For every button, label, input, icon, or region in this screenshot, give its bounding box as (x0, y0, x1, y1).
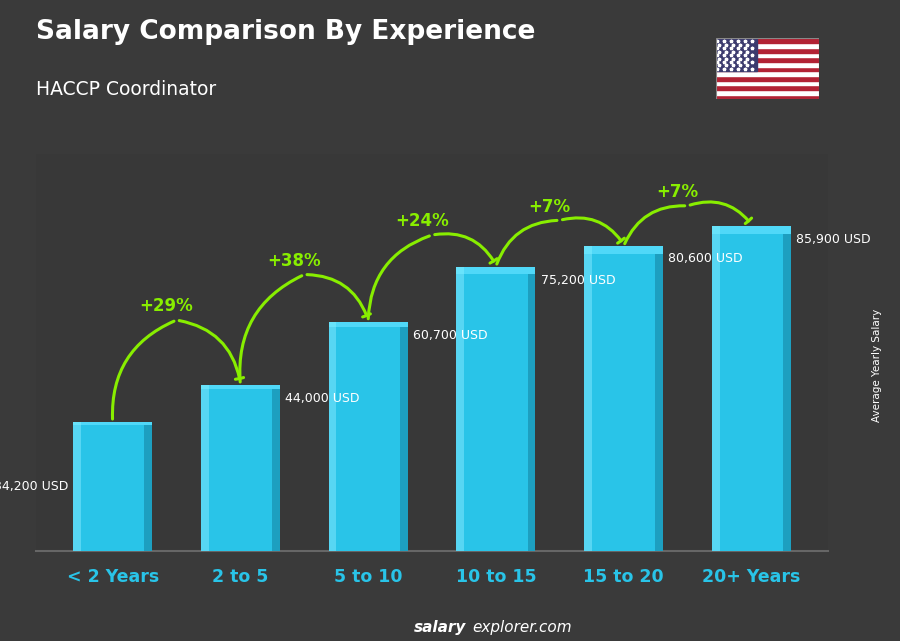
Bar (716, 85, 819, 90)
Bar (201, 385, 280, 389)
Text: 34,200 USD: 34,200 USD (0, 480, 68, 493)
Bar (716, 90, 819, 95)
Bar (144, 422, 152, 551)
Bar (716, 62, 819, 67)
Text: 85,900 USD: 85,900 USD (796, 233, 870, 246)
Text: 75,200 USD: 75,200 USD (541, 274, 616, 287)
Bar (716, 76, 819, 81)
Text: salary: salary (414, 620, 466, 635)
Text: HACCP Coordinator: HACCP Coordinator (36, 80, 216, 99)
Bar (584, 246, 663, 254)
Bar (73, 422, 152, 551)
Bar (783, 226, 791, 551)
Bar (655, 246, 663, 551)
Bar (201, 385, 209, 389)
Bar (584, 246, 592, 551)
Bar (712, 226, 791, 551)
Bar (716, 38, 819, 43)
Bar (716, 48, 819, 53)
Bar (712, 226, 720, 234)
Bar (328, 322, 408, 328)
Bar (73, 422, 81, 551)
Bar (201, 385, 209, 551)
Bar (716, 95, 819, 99)
Text: +7%: +7% (528, 197, 571, 215)
Text: 60,700 USD: 60,700 USD (413, 329, 488, 342)
Bar (584, 246, 592, 254)
Text: 44,000 USD: 44,000 USD (285, 392, 360, 404)
Bar (328, 322, 337, 328)
Bar (712, 226, 791, 234)
Text: +7%: +7% (656, 183, 698, 201)
Text: 80,600 USD: 80,600 USD (669, 252, 742, 265)
Text: +38%: +38% (267, 252, 321, 270)
Text: Average Yearly Salary: Average Yearly Salary (872, 309, 883, 422)
Bar (716, 38, 757, 71)
Text: Salary Comparison By Experience: Salary Comparison By Experience (36, 19, 536, 46)
Bar (456, 267, 464, 551)
Bar (527, 267, 536, 551)
Bar (456, 267, 464, 274)
Bar (456, 267, 536, 551)
Bar (716, 57, 819, 62)
Text: +29%: +29% (140, 297, 194, 315)
Bar (456, 267, 536, 274)
Bar (73, 422, 152, 425)
Bar (716, 81, 819, 85)
Bar (73, 422, 81, 425)
Bar (716, 71, 819, 76)
Bar (328, 322, 408, 551)
Bar (584, 246, 663, 551)
Bar (400, 322, 408, 551)
Bar (328, 322, 337, 551)
Bar (716, 43, 819, 48)
Bar (716, 67, 819, 71)
Text: +24%: +24% (395, 212, 449, 230)
Text: explorer.com: explorer.com (472, 620, 572, 635)
Bar (201, 385, 280, 551)
Bar (716, 53, 819, 57)
Bar (712, 226, 720, 551)
Bar (272, 385, 280, 551)
